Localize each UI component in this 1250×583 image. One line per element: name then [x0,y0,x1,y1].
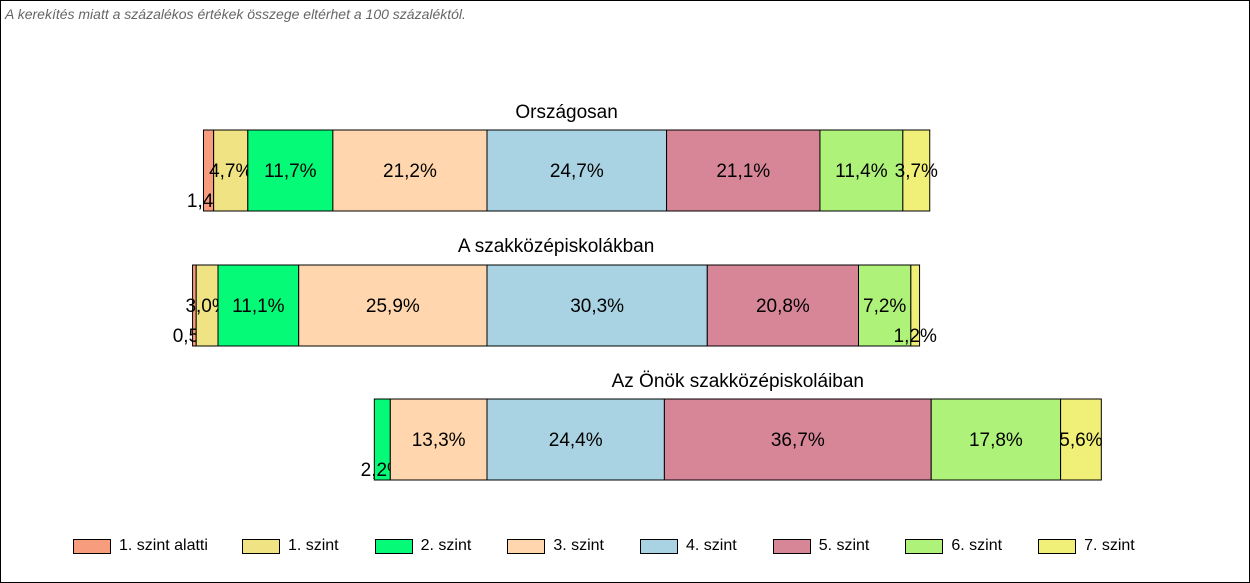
legend-item: 2. szint [374,537,472,555]
legend-item: 5. szint [772,537,870,555]
data-label: 25,9% [366,296,420,317]
bar-segment [486,129,668,212]
rounding-note: A kerekítés miatt a százalékos értékek ö… [5,6,466,22]
data-label: 4,7% [209,161,252,182]
data-label: 24,4% [549,430,603,451]
bar-segment [213,129,249,212]
bar-segment [486,264,708,347]
data-label: 11,1% [232,296,285,317]
legend: 1. szint alatti 1. szint 2. szint 3. szint 4… [73,537,1135,555]
data-label: 11,4% [835,161,888,182]
bar-title: Országosan [515,102,617,123]
bar-segment [706,264,859,347]
data-label: 11,7% [264,161,317,182]
data-label: 3,7% [895,161,938,182]
data-label: 36,7% [771,430,825,451]
legend-item: 1. szint alatti [73,537,208,555]
legend-label: 4. szint [686,537,737,554]
legend-item: 6. szint [905,537,1002,555]
bar-segment [486,398,665,481]
legend-swatch [905,538,944,554]
bar-segment [666,129,821,212]
data-label: 21,1% [716,161,770,182]
bar-segment [930,398,1062,481]
data-label: 5,6% [1059,430,1102,451]
data-label: 17,8% [969,430,1023,451]
data-label: 13,3% [412,430,466,451]
data-label: 1,2% [894,326,937,347]
data-label: 7,2% [863,296,906,317]
legend-swatch [241,538,280,554]
legend-label: 3. szint [553,537,604,554]
bar-title: A szakközépiskolákban [458,236,654,257]
bar-segment [910,264,921,347]
bar-segment [389,398,488,481]
legend-label: 6. szint [951,537,1003,554]
legend-label: 1. szint alatti [119,537,208,554]
data-label: 24,7% [550,161,604,182]
legend-label: 1. szint [287,537,339,554]
data-label: 21,2% [383,161,437,182]
bar-segment [298,264,488,347]
legend-swatch [640,538,678,554]
bar-segment [902,129,931,212]
bar-segment [819,129,904,212]
legend-item: 4. szint [640,537,737,555]
bar-segment [1060,398,1102,481]
legend-swatch [507,538,546,554]
legend-swatch [772,538,811,554]
legend-swatch [374,538,413,554]
legend-label: 5. szint [818,537,870,554]
legend-label: 7. szint [1084,537,1135,554]
bar-title: Az Önök szakközépiskoláiban [612,371,864,392]
bar-segment [247,129,334,212]
legend-swatch [73,538,111,554]
data-label: 20,8% [756,296,810,317]
legend-swatch [1038,538,1077,554]
legend-item: 1. szint [241,537,339,555]
legend-item: 7. szint [1038,537,1135,555]
legend-label: 2. szint [420,537,472,554]
data-label: 30,3% [570,296,624,317]
bar-segment [332,129,488,212]
legend-item: 3. szint [507,537,604,555]
